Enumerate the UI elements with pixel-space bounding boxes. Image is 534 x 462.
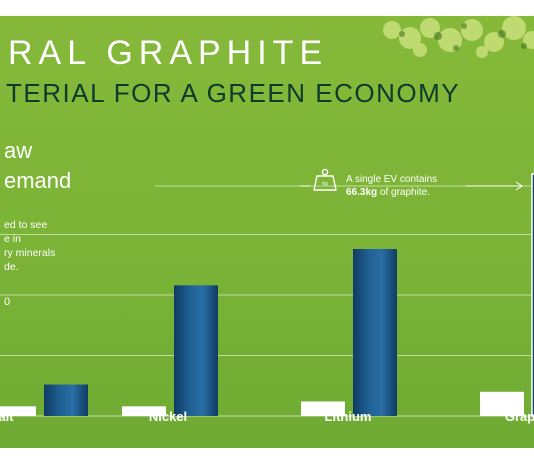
side-text-line: ry minerals	[4, 247, 56, 259]
bar-dark-nickel	[174, 285, 218, 416]
subtitle: aw emand	[4, 136, 71, 196]
annotation-value: 66.3kg	[346, 187, 378, 198]
bar-light-grap	[480, 391, 524, 416]
category-label: Grap	[504, 409, 534, 424]
bar-light-lithium	[301, 401, 345, 416]
svg-text:kg: kg	[322, 181, 328, 187]
weight-icon: kg	[313, 168, 337, 191]
moss-texture-icon	[383, 16, 534, 58]
subtitle-line1: aw	[4, 138, 33, 163]
category-label: Nickel	[148, 409, 188, 424]
subtitle-line2: emand	[4, 168, 72, 193]
side-text: ed to see e in ry minerals de.	[4, 218, 104, 274]
side-tick-label: 0	[4, 296, 11, 308]
bar-dark-lithium	[353, 249, 397, 416]
annotation-arrow-icon	[515, 181, 523, 191]
title-line1: RAL GRAPHITE	[8, 34, 329, 72]
category-label: alt	[0, 409, 14, 424]
bar-dark-alt	[44, 384, 88, 416]
annotation-line2: of graphite.	[377, 187, 430, 198]
bar-light-alt	[0, 406, 36, 416]
infographic-frame: RAL GRAPHITE TERIAL FOR A GREEN ECONOMY …	[0, 16, 534, 448]
bar-dark-grap	[531, 173, 534, 417]
annotation-line1: A single EV contains	[346, 174, 438, 185]
category-label: Lithium	[324, 409, 372, 424]
side-text-line: ed to see	[4, 219, 48, 231]
ev-annotation: A single EV contains 66.3kg of graphite.	[346, 173, 437, 199]
side-text-line: e in	[4, 233, 21, 245]
side-text-line: de.	[4, 261, 19, 273]
bar-light-nickel	[122, 406, 166, 416]
title-line2: TERIAL FOR A GREEN ECONOMY	[6, 78, 461, 108]
